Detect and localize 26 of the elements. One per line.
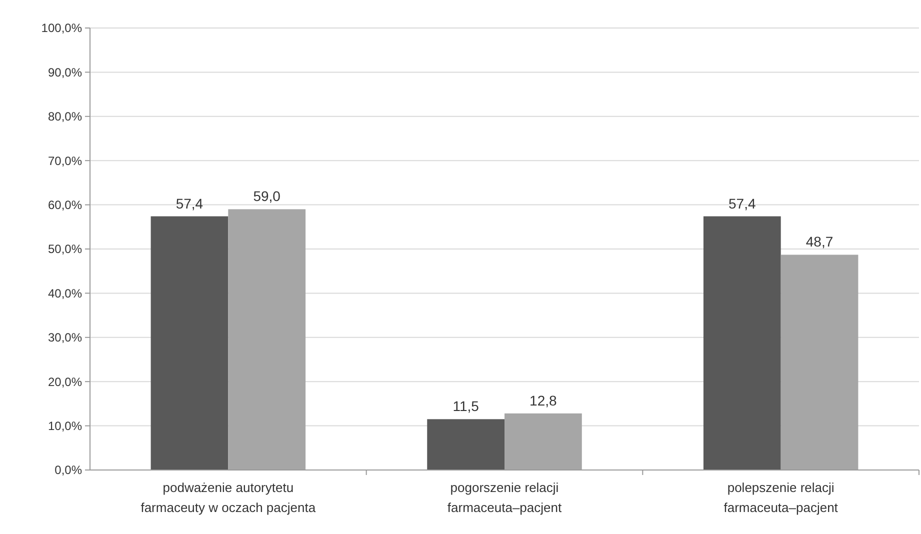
y-tick-label: 20,0% (48, 374, 82, 389)
y-tick-label: 80,0% (48, 110, 82, 124)
x-tick-label: podważenie autorytetu farmaceuty w oczach pacjenta (140, 480, 316, 515)
data-label: 48,7 (806, 234, 834, 250)
bar (427, 419, 504, 470)
y-tick-label: 50,0% (48, 242, 82, 256)
data-label: 57,4 (728, 195, 756, 212)
y-tick-label: 0,0% (54, 463, 82, 478)
y-tick-label: 30,0% (48, 330, 82, 345)
y-tick-label: 70,0% (48, 154, 82, 168)
data-label: 11,5 (452, 398, 480, 414)
y-tick-label: 90,0% (48, 65, 82, 80)
y-tick-label: 10,0% (48, 419, 82, 433)
data-label: 57,4 (176, 195, 204, 212)
bar (504, 413, 582, 470)
bar (703, 216, 781, 470)
y-tick-label: 40,0% (48, 286, 82, 300)
bar (228, 209, 306, 470)
bar (780, 254, 858, 470)
x-tick-label: polepszenie relacji farmaceuta–pacjent (724, 480, 838, 515)
y-tick-label: 100,0% (41, 21, 82, 36)
x-tick-label: pogorszenie relacji farmaceuta–pacjent (447, 480, 562, 515)
data-label: 59,0 (253, 188, 281, 204)
data-label: 12,8 (530, 392, 558, 408)
y-tick-label: 60,0% (48, 198, 82, 212)
bar (150, 216, 228, 470)
